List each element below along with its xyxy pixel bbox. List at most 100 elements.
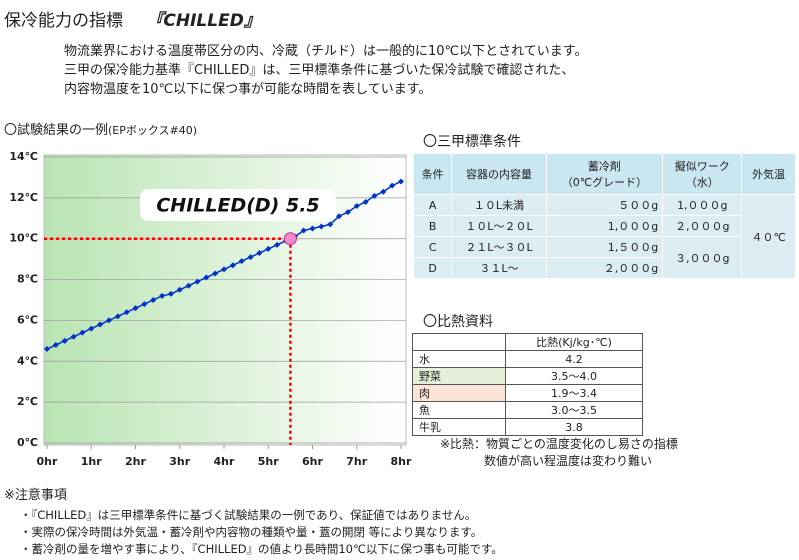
cell: １０L未満: [451, 194, 547, 216]
data-point: [114, 313, 121, 320]
data-point: [344, 209, 351, 216]
data-point: [353, 203, 360, 210]
data-point: [336, 213, 343, 220]
data-point: [309, 225, 316, 232]
data-point: [212, 270, 219, 277]
cautions: ・『CHILLED』は三甲標準条件に基づく試験結果の一例であり、保証値ではありま…: [20, 507, 503, 558]
cell: 3.5～4.0: [505, 367, 643, 385]
y-tick-label: 12℃: [9, 191, 38, 204]
data-point: [52, 341, 59, 348]
cell: 1,５００g: [545, 236, 664, 258]
data-point: [97, 321, 104, 328]
x-tick-label: 8hr: [391, 455, 412, 468]
th: 容器の内容量: [451, 153, 547, 195]
caution: ・実際の保冷時間は外気温・蓄冷剤や内容物の種類や量・蓋の開閉 等により異なります…: [20, 525, 483, 539]
data-point: [167, 290, 174, 297]
data-point: [88, 325, 95, 332]
intro-line: 物流業界における温度帯区分の内、冷蔵（チルド）は一般的に10℃以下とされています…: [64, 44, 588, 59]
data-point: [221, 266, 227, 273]
data-point: [256, 250, 263, 257]
title: 保冷能力の指標: [4, 11, 123, 31]
cell: ２１L～３０L: [451, 236, 547, 258]
data-point: [362, 198, 369, 205]
cell: 1.9～3.4: [505, 384, 643, 402]
cell: 3.0～3.5: [505, 401, 643, 419]
x-tick-label: 7hr: [346, 455, 367, 468]
cell: ３,０００g: [662, 236, 743, 279]
y-tick-label: 2℃: [17, 395, 38, 408]
data-point: [371, 192, 378, 199]
data-point: [398, 178, 404, 185]
x-tick-label: 6hr: [302, 455, 323, 468]
data-point: [185, 282, 192, 289]
cell: 4.2: [505, 350, 643, 368]
data-point: [61, 337, 68, 344]
cell: 牛乳: [412, 418, 506, 436]
cell: A: [412, 194, 453, 216]
heat-notes: ※比熱：物質ごとの温度変化のし易さの指標 数値が高い程温度は変わり難い: [440, 436, 678, 470]
caution: ・蓄冷剤の量を増やす事により、『CHILLED』の値より長時間10℃以下に保つ事…: [20, 542, 503, 556]
cell: ４０℃: [741, 194, 796, 279]
y-tick-label: 10℃: [9, 232, 38, 245]
data-point: [265, 245, 272, 252]
x-tick-label: 5hr: [258, 455, 279, 468]
data-point: [238, 258, 245, 265]
data-point: [229, 262, 236, 269]
heat-title: 〇比熱資料: [423, 314, 493, 330]
x-tick-label: 1hr: [81, 455, 102, 468]
th: 擬似ワーク （水）: [662, 153, 743, 195]
annotation: CHILLED(D) 5.5: [156, 195, 319, 217]
data-point: [380, 188, 387, 195]
chart-title: 〇試験結果の一例: [4, 123, 109, 138]
cell: 1,０００g: [662, 194, 743, 216]
th: 条件: [412, 153, 453, 195]
cell: 魚: [412, 401, 506, 419]
y-tick-label: 14℃: [9, 150, 38, 163]
data-point: [141, 301, 148, 308]
intro: 物流業界における温度帯区分の内、冷蔵（チルド）は一般的に10℃以下とされています…: [64, 42, 587, 99]
data-point: [389, 182, 396, 189]
th: 比熱(Kj/kg･℃): [505, 333, 643, 351]
data-point: [150, 297, 157, 303]
intro-line: 三甲の保冷能力基準『CHILLED』は、三甲標準条件に基づいた保冷試験で確認され…: [64, 63, 575, 78]
cell: D: [412, 257, 453, 279]
data-point: [70, 333, 77, 340]
data-point: [327, 221, 334, 228]
data-point: [159, 292, 166, 299]
data-point: [194, 278, 201, 285]
cell: 野菜: [412, 367, 506, 385]
x-tick-label: 2hr: [125, 455, 146, 468]
cell: ３１L～: [451, 257, 547, 279]
heat-table: 比熱(Kj/kg･℃) 水 4.2 野菜 3.5～4.0 肉 1.9～3.4 魚 3.0…: [412, 333, 643, 436]
note: ※比熱：物質ごとの温度変化のし易さの指標: [440, 437, 678, 451]
data-point: [176, 286, 183, 293]
conditions-title: 〇三甲標準条件: [423, 134, 521, 150]
x-tick-label: 3hr: [169, 455, 190, 468]
data-point: [105, 317, 112, 324]
cell: 3.8: [505, 418, 643, 436]
data-point: [132, 305, 139, 312]
conditions-table: 条件 容器の内容量 蓄冷剤 （0℃グレード） 擬似ワーク （水） 外気温 A １０L未満 ５…: [412, 153, 796, 279]
x-tick-label: 4hr: [214, 455, 235, 468]
note: 数値が高い程温度は変わり難い: [484, 454, 653, 468]
data-point: [79, 329, 86, 336]
annotation-box: [140, 189, 336, 221]
cell: ２,０００g: [662, 215, 743, 237]
chart-heading: 〇試験結果の一例(EPボックス#40): [4, 119, 197, 138]
cell: １０L～２０L: [451, 215, 547, 237]
data-point: [203, 274, 210, 281]
cell: 水: [412, 350, 506, 368]
intro-line: 内容物温度を10℃以下に保つ事が可能な時間を表しています。: [64, 82, 432, 97]
highlight-point: [283, 232, 297, 246]
data-point: [300, 227, 307, 234]
title-emph: 『CHILLED』: [146, 11, 261, 31]
chart-subtitle: (EPボックス#40): [108, 124, 198, 137]
y-tick-label: 0℃: [17, 436, 38, 449]
cell: C: [412, 236, 453, 258]
data-point: [274, 241, 281, 248]
chart: 0℃ 2℃ 4℃ 6℃ 8℃ 10℃ 12℃ 14℃ 0hr 1hr 2hr 3hr 4hr 5hr 6hr…: [9, 150, 412, 468]
header: 保冷能力の指標 『CHILLED』: [4, 6, 261, 31]
cell: ２,０００g: [545, 257, 664, 279]
x-tick-label: 0hr: [37, 455, 58, 468]
data-point: [247, 254, 254, 261]
